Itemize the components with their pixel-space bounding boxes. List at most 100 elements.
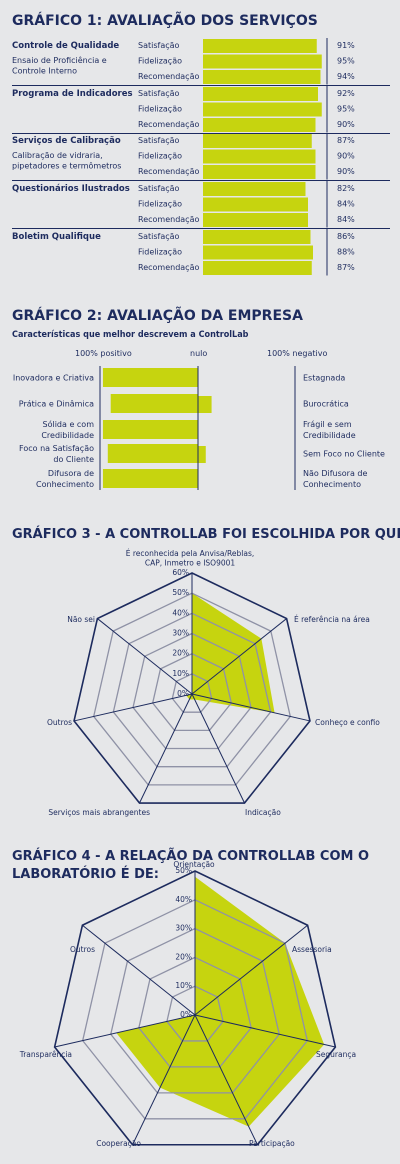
chart-1-group-name: Boletim Qualifique bbox=[12, 232, 101, 242]
chart4-spoke bbox=[194, 1014, 336, 1048]
chart4-grid-ring bbox=[53, 870, 337, 1146]
chart-2-negative-label: Burocrática bbox=[303, 400, 349, 409]
chart-1-group-name: Questionários Ilustrados bbox=[12, 184, 130, 194]
chart-2-positive-label: Prática e Dinâmica bbox=[19, 400, 94, 409]
chart-4-title-text: GRÁFICO 4 - A RELAÇÃO DA CONTROLLAB COM … bbox=[12, 849, 370, 882]
chart-1-bar bbox=[203, 118, 316, 132]
chart3-axis-label: Não sei bbox=[67, 615, 95, 624]
chart-2-bar-negative bbox=[198, 396, 212, 413]
chart3-tick-label: 20% bbox=[172, 649, 189, 658]
chart-1-value-label: 90% bbox=[337, 120, 355, 129]
chart-2-negative-label: Frágil e sem bbox=[303, 420, 352, 429]
chart-1-value-label: 94% bbox=[337, 72, 355, 81]
chart-1-group-name: Programa de Indicadores bbox=[12, 89, 133, 99]
chart-2-positive-label: Conhecimento bbox=[36, 480, 94, 489]
chart-1-bar bbox=[203, 70, 321, 84]
chart-1-value-label: 90% bbox=[337, 167, 355, 176]
chart3-grid-ring bbox=[92, 592, 292, 786]
chart4-axis-label: Orientação bbox=[173, 860, 215, 869]
chart-1-category-label: Fidelização bbox=[138, 248, 182, 257]
chart-2-bar-positive bbox=[102, 420, 198, 439]
chart-4-title: GRÁFICO 4 - A RELAÇÃO DA CONTROLLAB COM … bbox=[12, 848, 392, 884]
chart3-tick-label: 10% bbox=[172, 669, 189, 678]
chart-1-category-label: Fidelização bbox=[138, 105, 182, 114]
chart-1-value-label: 84% bbox=[337, 200, 355, 209]
chart-2-positive-label: Inovadora e Criativa bbox=[13, 374, 94, 383]
chart4-spoke bbox=[194, 924, 308, 1016]
chart-2-negative-label: Credibilidade bbox=[303, 431, 356, 440]
chart4-tick-label: 40% bbox=[175, 895, 192, 904]
chart4-spoke bbox=[194, 1014, 258, 1145]
chart4-spoke bbox=[82, 924, 196, 1016]
chart-1-category-label: Recomendação bbox=[138, 263, 199, 272]
chart3-axis-label: CAP, Inmetro e ISO9001 bbox=[145, 559, 236, 568]
chart-1-category-label: Satisfação bbox=[138, 89, 180, 98]
chart-1-category-label: Recomendação bbox=[138, 167, 199, 176]
chart-1-value-label: 88% bbox=[337, 248, 355, 257]
chart3-axis-label: É referência na área bbox=[294, 615, 370, 624]
chart-1-value-label: 84% bbox=[337, 215, 355, 224]
chart3-spoke bbox=[191, 693, 311, 722]
chart-2-subtitle: Características que melhor descrevem a C… bbox=[12, 330, 249, 340]
chart-1-category-label: Fidelização bbox=[138, 152, 182, 161]
chart3-spoke bbox=[139, 693, 193, 804]
chart3-spoke bbox=[191, 618, 287, 695]
chart4-axis-label: Cooperação bbox=[96, 1139, 141, 1148]
chart-1-group-name: Serviços de Calibração bbox=[12, 136, 121, 146]
chart-1-group-subtitle: Calibração de vidraria, bbox=[12, 151, 103, 160]
chart-1-bar bbox=[203, 87, 318, 101]
chart4-axis-label: Segurança bbox=[316, 1050, 356, 1059]
chart4-grid-ring bbox=[81, 899, 309, 1120]
chart-2-bar-positive bbox=[102, 368, 198, 387]
chart4-spoke bbox=[54, 1014, 196, 1048]
chart-2-bar-negative bbox=[198, 446, 206, 463]
chart-1-group-subtitle: Ensaio de Proficiência e bbox=[12, 55, 107, 65]
chart-1-value-label: 95% bbox=[337, 57, 355, 66]
chart4-tick-label: 20% bbox=[175, 952, 192, 961]
chart4-grid-ring bbox=[166, 985, 224, 1042]
chart-1-value-label: 82% bbox=[337, 184, 355, 193]
chart-4: 0% 10% 20% 30% 40% 50%Orientação Assessoria Seg… bbox=[19, 860, 356, 1148]
chart-2-positive-label: Difusora de bbox=[48, 469, 94, 478]
chart-2: 100% positivo nulo 100% negativo Inovadora … bbox=[13, 349, 385, 490]
chart-1-category-label: Satisfação bbox=[138, 184, 180, 193]
chart-1-bar bbox=[203, 39, 317, 53]
chart-2-negative-label: Conhecimento bbox=[303, 480, 361, 489]
chart-1-bar bbox=[203, 230, 311, 244]
chart4-axis-label: Transparência bbox=[19, 1050, 72, 1059]
chart-1-value-label: 87% bbox=[337, 263, 355, 272]
chart-1-bar bbox=[203, 261, 312, 275]
chart-2-bar-positive bbox=[107, 444, 198, 463]
chart-1-category-label: Satisfação bbox=[138, 232, 180, 241]
chart4-tick-label: 50% bbox=[175, 866, 192, 875]
chart3-grid-ring bbox=[151, 652, 233, 731]
chart-1-bar bbox=[203, 102, 322, 117]
chart-2-axis-label-negative: 100% negativo bbox=[267, 349, 327, 358]
chart4-axis-label: Outros bbox=[70, 945, 95, 954]
chart-1-bar bbox=[203, 149, 316, 164]
chart4-data-area bbox=[116, 876, 325, 1127]
chart-2-positive-label: do Cliente bbox=[53, 455, 94, 464]
chart-1-category-label: Recomendação bbox=[138, 72, 199, 81]
chart-1-value-label: 90% bbox=[337, 152, 355, 161]
chart-2-bar-positive bbox=[110, 394, 198, 413]
chart3-spoke bbox=[73, 693, 193, 722]
chart-1-group-subtitle: pipetadores e termômetros bbox=[12, 161, 121, 171]
chart3-grid-ring bbox=[112, 612, 272, 768]
chart-2-negative-label: Estagnada bbox=[303, 374, 345, 383]
chart-1-bar bbox=[203, 165, 316, 179]
chart3-grid-ring bbox=[132, 632, 252, 750]
chart-1-category-label: Satisfação bbox=[138, 41, 180, 50]
chart3-grid-ring bbox=[171, 673, 213, 713]
chart-1-category-label: Recomendação bbox=[138, 120, 199, 129]
chart-2-positive-label: Credibilidade bbox=[41, 431, 94, 440]
chart-2-negative-label: Sem Foco no Cliente bbox=[303, 450, 385, 459]
chart3-axis-label: Conheço e confio bbox=[315, 718, 380, 727]
chart3-axis-label: Serviços mais abrangentes bbox=[48, 808, 150, 817]
chart-1-bar bbox=[203, 197, 308, 212]
chart4-tick-label: 0% bbox=[180, 1010, 192, 1019]
chart-1-group-subtitle: Controle Interno bbox=[12, 67, 77, 76]
chart-1-group-name: Controle de Qualidade bbox=[12, 41, 119, 51]
chart-1-category-label: Satisfação bbox=[138, 136, 180, 145]
